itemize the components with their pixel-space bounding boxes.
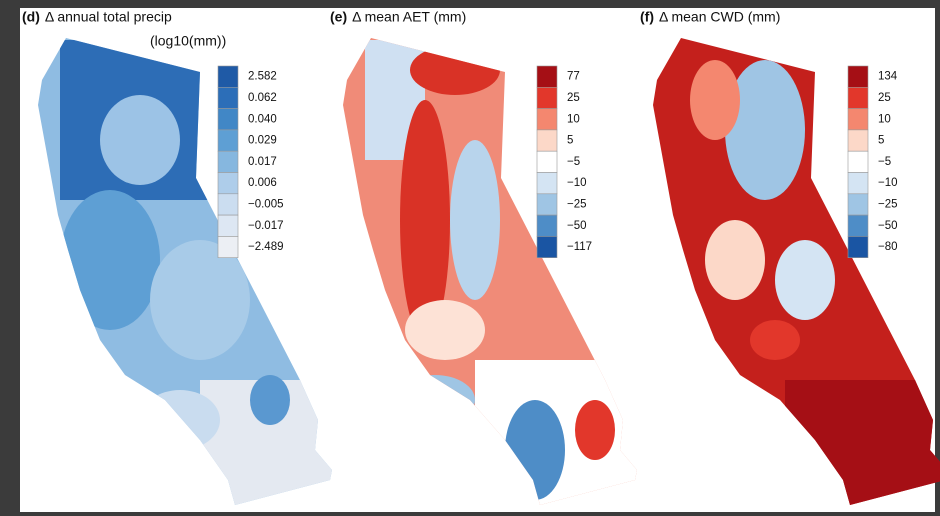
legend-label: 0.029: [248, 135, 277, 147]
legend-label: −117: [567, 241, 592, 253]
legend-swatch: [847, 150, 869, 173]
panel-tag: (d): [22, 9, 40, 25]
legend-label: 0.062: [248, 92, 277, 104]
legend-swatch: [536, 65, 558, 88]
legend-label: 134: [878, 71, 898, 83]
panel-unit: (log10(mm)): [150, 33, 226, 49]
legend-label: −2.489: [248, 241, 284, 253]
legend-swatch: [217, 193, 239, 216]
legend-swatch: [536, 108, 558, 131]
legend-label: −50: [878, 220, 898, 232]
legend-label: 0.006: [248, 177, 277, 189]
legend-swatch: [217, 150, 239, 173]
legend-label: 10: [567, 113, 580, 125]
legend-swatch: [847, 214, 869, 237]
legend-label: 2.582: [248, 71, 277, 83]
legend-label: 77: [567, 71, 580, 83]
legend-swatch: [536, 193, 558, 216]
legend-swatch: [847, 193, 869, 216]
legend-swatch: [847, 108, 869, 131]
legend-swatch: [536, 214, 558, 237]
legend-label: 0.017: [248, 156, 277, 168]
legend-swatch: [536, 129, 558, 152]
legend-swatch: [847, 65, 869, 88]
legend-label: −10: [878, 177, 898, 189]
legend-label: 25: [567, 92, 580, 104]
legend-label: −0.017: [248, 220, 284, 232]
legend-label: −25: [567, 198, 587, 210]
panel-tag: (e): [330, 9, 347, 25]
legend-swatch: [847, 172, 869, 195]
legend-swatch: [536, 150, 558, 173]
legend-swatch: [536, 87, 558, 109]
legend-label: −50: [567, 220, 587, 232]
legend-label: 0.040: [248, 113, 277, 125]
map-e: [343, 38, 637, 505]
panel-tag: (f): [640, 9, 654, 25]
legend-swatch: [847, 236, 869, 258]
legend-label: −0.005: [248, 198, 284, 210]
legend-label: 5: [878, 135, 884, 147]
legend-swatch: [217, 87, 239, 109]
map-f: [653, 38, 940, 505]
panel-title: Δ annual total precip: [45, 9, 172, 25]
legend-label: 25: [878, 92, 891, 104]
legend-swatch: [217, 129, 239, 152]
panel-title: Δ mean AET (mm): [352, 9, 466, 25]
legend-swatch: [847, 87, 869, 109]
legend-swatch: [536, 172, 558, 195]
legend-label: 10: [878, 113, 891, 125]
legend-label: −10: [567, 177, 587, 189]
legend-label: 5: [567, 135, 573, 147]
legend-label: −25: [878, 198, 898, 210]
legend-swatch: [536, 236, 558, 258]
legend-label: −5: [878, 156, 891, 168]
legend-swatch: [217, 65, 239, 88]
legend-swatch: [217, 236, 239, 258]
legend-swatch: [217, 172, 239, 195]
legend-swatch: [217, 214, 239, 237]
legend-swatch: [217, 108, 239, 131]
legend-label: −5: [567, 156, 580, 168]
legend-swatch: [847, 129, 869, 152]
panel-title: Δ mean CWD (mm): [659, 9, 780, 25]
legend-label: −80: [878, 241, 898, 253]
